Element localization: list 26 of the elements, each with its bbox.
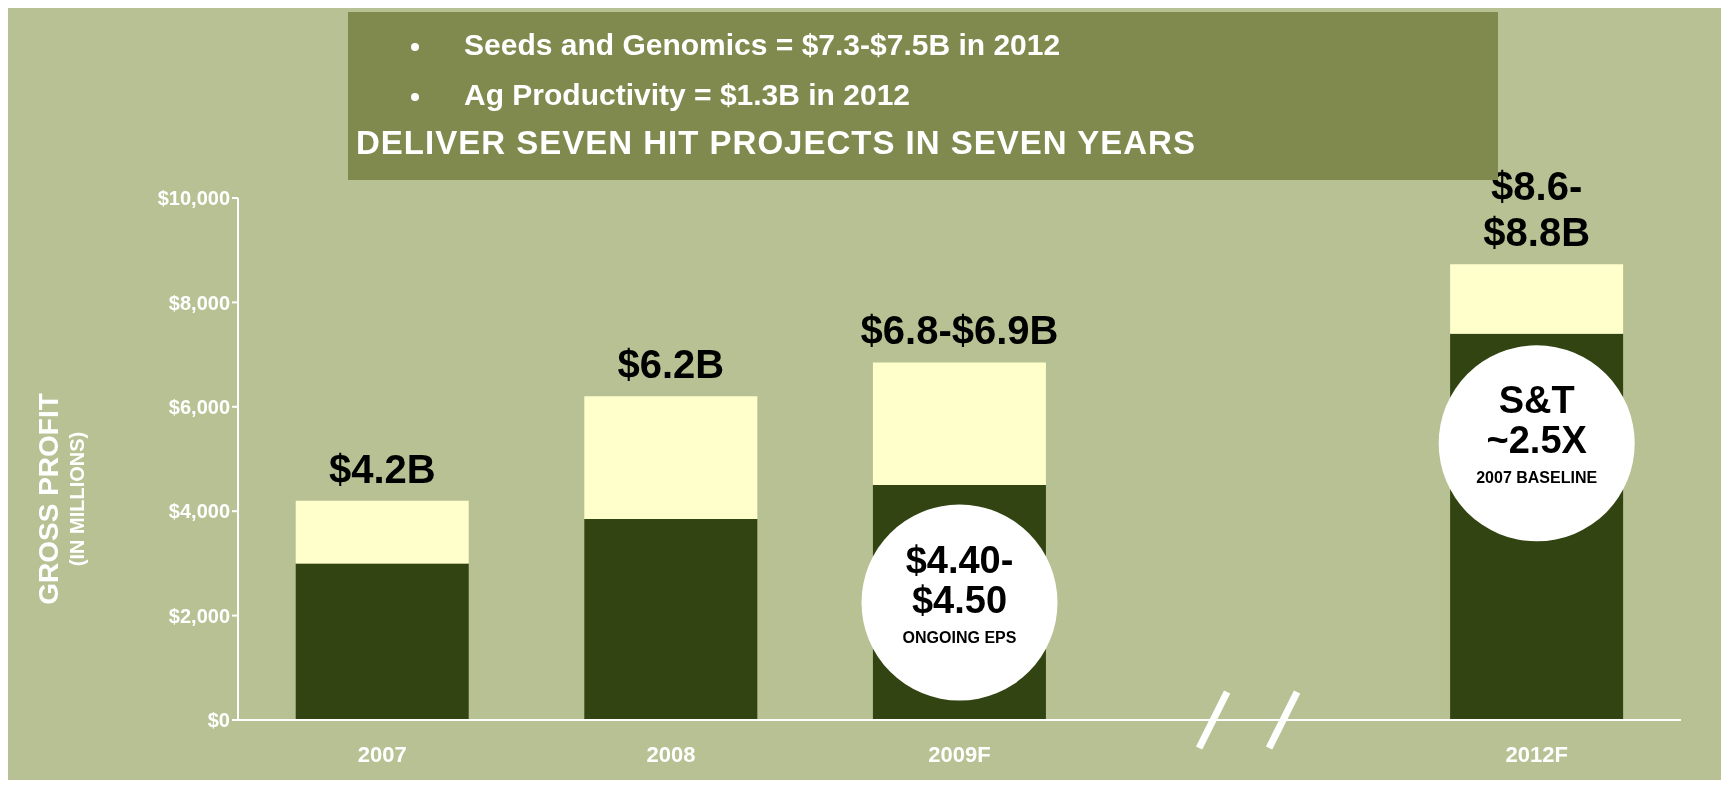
x-tick-label: 2008 bbox=[646, 741, 696, 767]
annotation: S&T ~2.5X 2007 BASELINE bbox=[1476, 379, 1598, 487]
y-axis-title: GROSS PROFIT (IN MILLIONS) bbox=[33, 393, 88, 605]
y-tick-label: $4,000 bbox=[168, 500, 230, 523]
total-label: $8.6- $8.8B bbox=[1483, 164, 1591, 255]
bar bbox=[584, 519, 758, 720]
y-tick-label: $2,000 bbox=[168, 604, 230, 627]
y-tick-label: $6,000 bbox=[168, 395, 230, 418]
bar bbox=[872, 362, 1046, 486]
bar bbox=[584, 396, 758, 520]
annotation: $4.40- $4.50 ONGOING EPS bbox=[902, 538, 1017, 646]
text: Ag Productivity = $1.3B in 2012 bbox=[464, 78, 911, 111]
bar bbox=[295, 500, 469, 564]
chart-title: DELIVER SEVEN HIT PROJECTS IN SEVEN YEARS bbox=[356, 123, 1197, 163]
y-tick-label: $8,000 bbox=[168, 291, 230, 314]
x-tick-label: 2009F bbox=[928, 741, 991, 767]
x-tick-label: 2007 bbox=[357, 741, 407, 767]
total-label: $6.8-$6.9B bbox=[860, 308, 1059, 353]
x-tick-label: 2012F bbox=[1505, 741, 1568, 767]
total-label: $4.2B bbox=[328, 446, 436, 491]
total-label: $6.2B bbox=[617, 342, 725, 387]
y-tick-label: $10,000 bbox=[157, 187, 230, 210]
bar bbox=[1450, 264, 1624, 334]
y-tick-label: $0 bbox=[207, 709, 230, 732]
bar bbox=[295, 563, 469, 720]
text: Seeds and Genomics = $7.3-$7.5B in 2012 bbox=[464, 28, 1061, 61]
